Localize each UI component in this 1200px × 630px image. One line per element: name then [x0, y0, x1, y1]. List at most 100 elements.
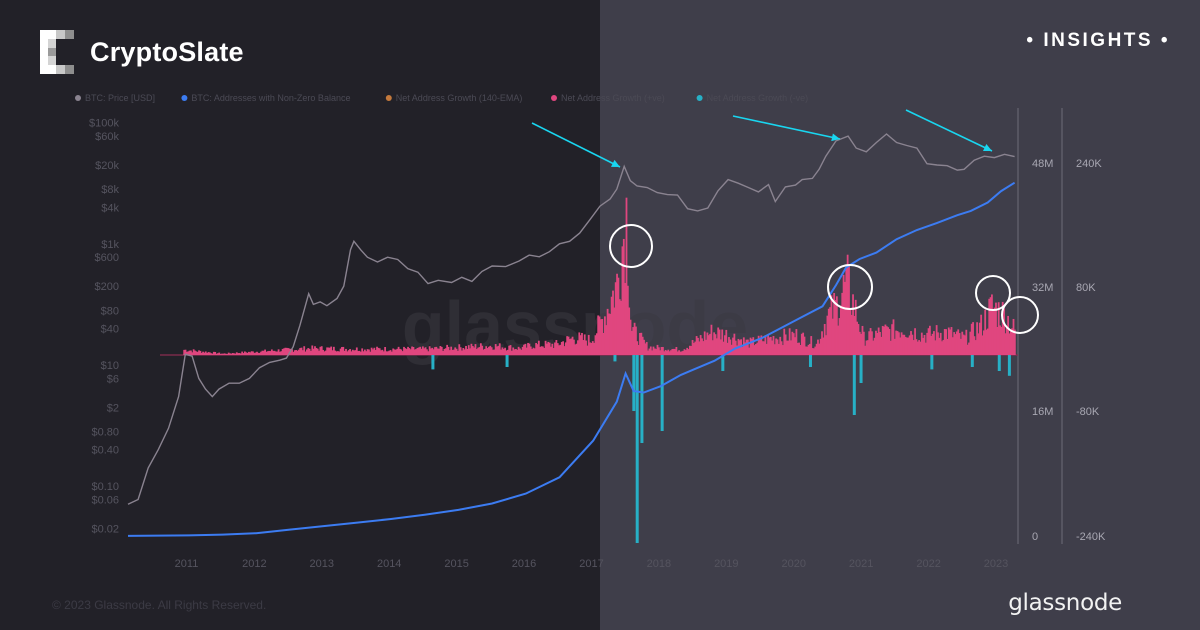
growth-bar-positive	[528, 343, 531, 355]
growth-bar-positive	[531, 349, 533, 355]
x-tick-label: 2013	[310, 558, 334, 570]
growth-bar-positive	[421, 346, 424, 355]
growth-bar-positive	[934, 340, 937, 355]
growth-bar-positive	[349, 349, 351, 355]
growth-bar-positive	[281, 348, 284, 355]
growth-bar-positive	[225, 353, 227, 355]
growth-bar-positive	[581, 332, 583, 355]
growth-bar-positive	[458, 344, 461, 355]
growth-bar-positive	[799, 345, 802, 355]
growth-bar-positive	[428, 346, 431, 355]
growth-bar-positive	[660, 347, 663, 355]
growth-bar-positive	[494, 344, 497, 355]
growth-bar-positive	[622, 238, 625, 355]
growth-bar-positive	[415, 349, 418, 355]
growth-bar-negative	[930, 355, 934, 370]
growth-bar-positive	[756, 342, 759, 355]
growth-bar-positive	[190, 350, 192, 355]
chart-axes: 2011 2012 2013 2014 2015 2016 2017 2018 2019 2020…	[89, 108, 1106, 570]
growth-bar-positive	[830, 295, 833, 355]
legend-item[interactable]: Net Address Growth (140-EMA)	[385, 93, 523, 103]
growth-bar-positive	[210, 353, 213, 355]
growth-bar-positive	[601, 319, 604, 355]
growth-bar-positive	[838, 318, 841, 355]
growth-bar-positive	[887, 327, 889, 355]
growth-bar-positive	[424, 347, 427, 355]
growth-bar-positive	[459, 347, 462, 355]
legend-item[interactable]: BTC: Addresses with Non-Zero Balance	[181, 93, 350, 103]
growth-bar-positive	[574, 344, 577, 355]
growth-bar-positive	[392, 348, 395, 355]
growth-bar-positive	[717, 327, 720, 355]
growth-bar-positive	[517, 346, 520, 355]
growth-bar-positive	[524, 343, 527, 355]
growth-bar-positive	[423, 348, 426, 355]
growth-bar-positive	[378, 348, 381, 355]
growth-bar-positive	[262, 350, 265, 355]
growth-bar-positive	[608, 313, 610, 355]
growth-bar-positive	[748, 347, 751, 355]
annotations	[531, 109, 1039, 334]
growth-bar-positive	[442, 350, 444, 355]
growth-bar-positive	[484, 348, 486, 355]
growth-bar-positive	[556, 343, 559, 355]
growth-bar-positive	[280, 351, 283, 355]
growth-bar-positive	[463, 349, 466, 355]
growth-bar-positive	[413, 349, 416, 355]
growth-bar-positive	[666, 350, 668, 355]
growth-bar-positive	[763, 341, 765, 355]
growth-bar-positive	[635, 326, 637, 355]
growth-bar-positive	[671, 348, 674, 355]
growth-bar-positive	[942, 339, 945, 355]
x-tick-label: 2012	[242, 558, 266, 570]
growth-bar-positive	[729, 339, 732, 355]
growth-bar-negative	[859, 355, 863, 383]
growth-bar-positive	[479, 343, 482, 355]
legend-item[interactable]: Net Address Growth (-ve)	[696, 93, 809, 103]
y-tick-label-price: $80	[101, 305, 119, 317]
x-tick-label: 2011	[175, 558, 199, 570]
y-tick-label-price: $20k	[95, 160, 119, 172]
growth-bar-positive	[885, 326, 888, 355]
growth-bar-positive	[373, 347, 376, 355]
legend-item[interactable]: Net Address Growth (+ve)	[551, 93, 665, 103]
growth-bar-positive	[571, 336, 574, 355]
y-tick-label-price: $10	[101, 360, 119, 372]
growth-bar-positive	[252, 351, 254, 355]
growth-bar-positive	[745, 339, 748, 355]
growth-bar-positive	[656, 344, 659, 355]
growth-bar-positive	[563, 346, 566, 355]
growth-bar-positive	[504, 347, 507, 355]
growth-bar-positive	[306, 349, 308, 355]
growth-bar-positive	[806, 346, 809, 355]
growth-bar-positive	[724, 335, 726, 355]
y-tick-label-price: $0.02	[91, 523, 119, 535]
growth-bar-positive	[982, 330, 985, 355]
growth-bar-positive	[299, 348, 302, 355]
growth-bar-positive	[786, 340, 788, 355]
growth-bar-positive	[515, 348, 517, 355]
growth-bar-positive	[829, 307, 832, 355]
legend-item[interactable]: BTC: Price [USD]	[75, 93, 155, 103]
growth-bar-positive	[359, 351, 362, 355]
growth-bar-positive	[384, 347, 387, 355]
growth-bar-positive	[462, 347, 465, 355]
growth-bar-positive	[337, 351, 339, 355]
growth-bar-positive	[644, 343, 647, 355]
growth-bar-positive	[550, 346, 552, 355]
growth-bar-positive	[691, 340, 694, 355]
growth-bar-positive	[841, 292, 844, 355]
growth-bar-positive	[192, 349, 195, 355]
growth-bar-positive	[510, 350, 513, 355]
growth-bar-positive	[993, 307, 996, 355]
growth-bar-positive	[599, 319, 602, 355]
growth-bar-positive	[657, 347, 660, 355]
growth-bar-negative	[970, 355, 974, 367]
growth-bar-positive	[815, 343, 818, 355]
growth-bar-positive	[620, 300, 622, 355]
y-tick-label-addresses: 16M	[1032, 406, 1053, 418]
growth-bar-positive	[995, 302, 997, 355]
growth-bar-positive	[566, 336, 569, 355]
growth-bar-positive	[931, 333, 934, 355]
growth-bar-positive	[508, 345, 511, 355]
